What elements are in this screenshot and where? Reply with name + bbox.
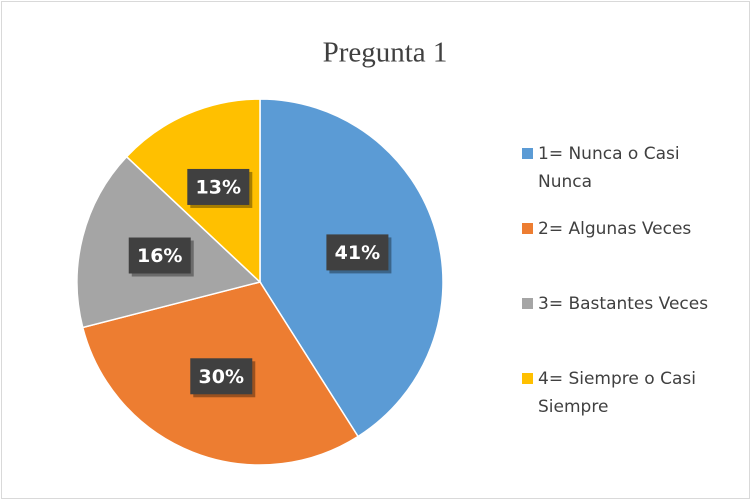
data-label: 41% [335,242,380,264]
pie [76,98,444,466]
legend-swatch [522,223,533,234]
legend-item: 1= Nunca o Casi Nunca [522,140,737,215]
chart-title: Pregunta 1 [323,37,448,69]
legend: 1= Nunca o Casi Nunca 2= Algunas Veces 3= … [522,140,737,440]
data-labels: 41% 30% 16% 13% [128,168,392,398]
legend-item: 3= Bastantes Veces [522,290,737,365]
data-label-box [187,168,250,205]
legend-swatch [522,373,533,384]
legend-label: 4= Siempre o Casi Siempre [538,369,696,417]
legend-label: 2= Algunas Veces [538,219,692,239]
data-label: 13% [196,176,241,198]
data-label-box [326,234,389,271]
legend-swatch [522,148,533,159]
data-label: 16% [137,245,182,267]
legend-item: 4= Siempre o Casi Siempre [522,365,737,440]
legend-label: 3= Bastantes Veces [538,294,709,314]
legend-item: 2= Algunas Veces [522,215,737,290]
legend-swatch [522,298,533,309]
data-label-box [128,237,191,274]
data-label: 30% [199,366,244,388]
legend-label: 1= Nunca o Casi Nunca [538,144,680,192]
data-label-box [190,358,253,395]
